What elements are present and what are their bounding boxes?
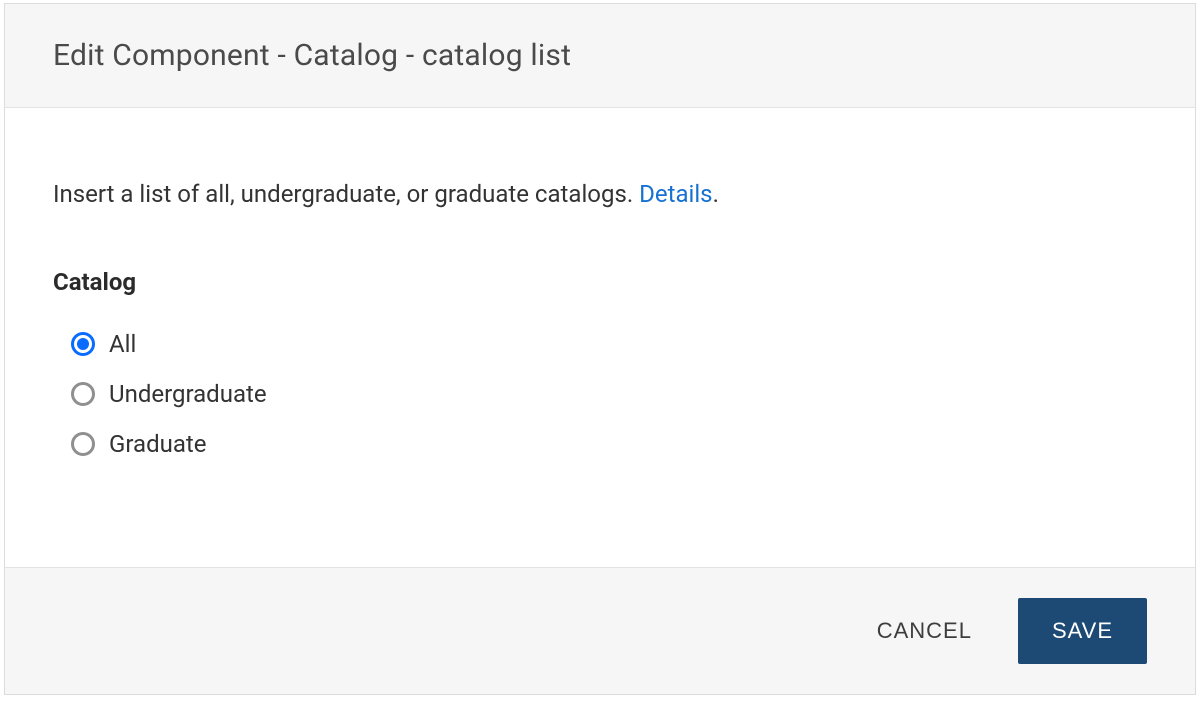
cancel-button[interactable]: CANCEL — [869, 604, 980, 658]
radio-dot-icon — [77, 338, 89, 350]
catalog-section-label: Catalog — [53, 268, 1147, 296]
details-link[interactable]: Details — [639, 180, 712, 208]
dialog-description: Insert a list of all, undergraduate, or … — [53, 180, 1147, 208]
edit-component-dialog: Edit Component - Catalog - catalog list … — [4, 3, 1196, 695]
dialog-header: Edit Component - Catalog - catalog list — [5, 4, 1195, 108]
radio-icon — [71, 382, 95, 406]
radio-label: Undergraduate — [109, 380, 267, 408]
radio-option-graduate[interactable]: Graduate — [71, 430, 1147, 458]
radio-option-all[interactable]: All — [71, 330, 1147, 358]
catalog-radio-group: All Undergraduate Graduate — [53, 330, 1147, 458]
save-button[interactable]: SAVE — [1018, 598, 1147, 664]
radio-icon — [71, 332, 95, 356]
description-suffix: . — [713, 180, 719, 208]
dialog-footer: CANCEL SAVE — [5, 567, 1195, 694]
radio-option-undergraduate[interactable]: Undergraduate — [71, 380, 1147, 408]
dialog-title: Edit Component - Catalog - catalog list — [53, 38, 1147, 73]
radio-icon — [71, 432, 95, 456]
radio-label: Graduate — [109, 430, 206, 458]
dialog-body: Insert a list of all, undergraduate, or … — [5, 108, 1195, 567]
description-text: Insert a list of all, undergraduate, or … — [53, 180, 639, 208]
radio-label: All — [109, 330, 136, 358]
